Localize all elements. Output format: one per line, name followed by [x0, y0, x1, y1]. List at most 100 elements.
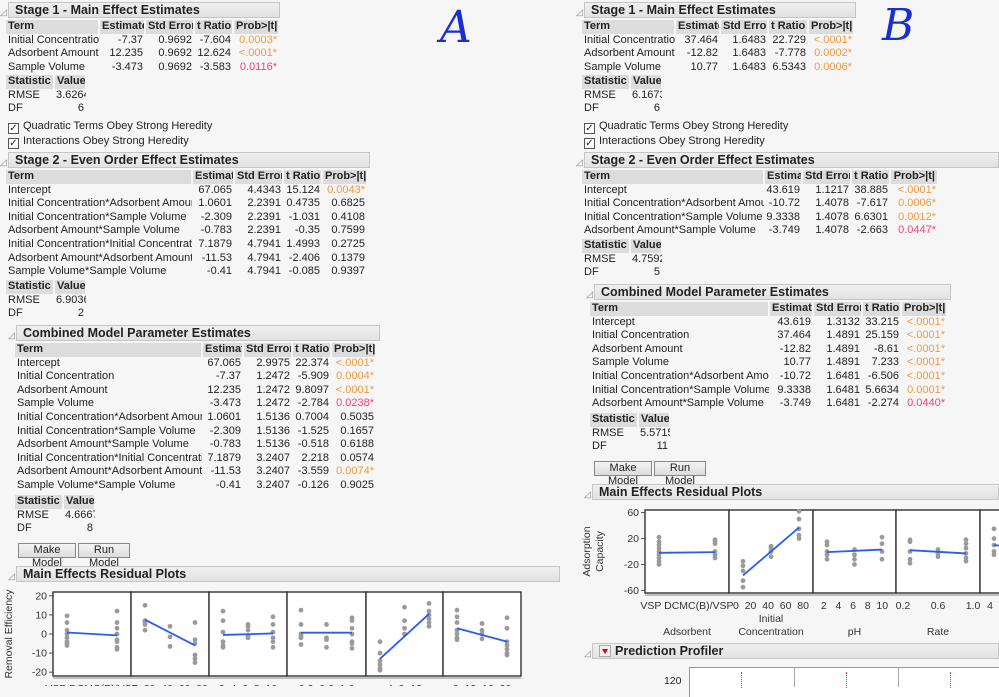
residual-point — [479, 627, 485, 633]
column-header[interactable]: Prob>|t| — [890, 170, 939, 184]
combined-header-right[interactable]: ◿ Combined Model Parameter Estimates — [586, 284, 951, 300]
column-header[interactable]: t Ratio — [862, 302, 902, 316]
stage1-header-right[interactable]: ◿ Stage 1 - Main Effect Estimates — [576, 2, 856, 18]
table-cell: -0.41 — [215, 478, 241, 491]
column-header[interactable]: Term — [582, 170, 765, 184]
disclosure-triangle-icon[interactable]: ◿ — [576, 157, 583, 167]
column-header[interactable]: Prob>|t| — [808, 20, 855, 34]
residual-point — [796, 516, 802, 522]
column-header[interactable]: Std Error — [813, 302, 863, 316]
disclosure-triangle-icon[interactable]: ◿ — [584, 489, 591, 499]
checkmark-icon[interactable]: ✓ — [584, 138, 595, 149]
combined-header-left[interactable]: ◿ Combined Model Parameter Estimates — [8, 325, 380, 341]
table-cell: 1.4078 — [815, 224, 849, 237]
column-header[interactable]: Term — [582, 20, 676, 34]
interactions-heredity-checkbox[interactable]: ✓ Interactions Obey Strong Heredity — [584, 135, 765, 149]
residual-point — [245, 627, 251, 633]
column-header[interactable]: Estimate — [764, 170, 803, 184]
disclosure-triangle-icon[interactable]: ◿ — [586, 289, 593, 299]
table-cell: 0.9692 — [158, 60, 192, 73]
stage2-header-left[interactable]: ◿ Stage 2 - Even Order Effect Estimates — [0, 152, 370, 168]
column-header[interactable]: Std Error — [720, 20, 769, 34]
column-header[interactable]: Estimate — [769, 302, 814, 316]
residual-point — [504, 646, 510, 652]
residual-point — [270, 644, 276, 650]
table-cell: Initial Concentration — [592, 329, 690, 342]
p-value: <.0001* — [335, 383, 374, 396]
stat-value: 8 — [86, 522, 93, 535]
checkmark-icon[interactable]: ✓ — [8, 123, 19, 134]
make-model-button[interactable]: Make Model — [594, 461, 652, 487]
disclosure-triangle-icon[interactable]: ◿ — [0, 7, 7, 17]
column-header[interactable]: t Ratio — [283, 170, 323, 184]
checkmark-icon[interactable]: ✓ — [8, 138, 19, 149]
column-header[interactable]: t Ratio — [768, 20, 809, 34]
residual-point — [402, 625, 407, 631]
quadratic-heredity-checkbox[interactable]: ✓ Quadratic Terms Obey Strong Heredity — [8, 120, 212, 134]
run-model-button[interactable]: Run Model — [654, 461, 706, 487]
stage1-header-left[interactable]: ◿ Stage 1 - Main Effect Estimates — [0, 2, 280, 18]
column-header[interactable]: Prob>|t| — [901, 302, 948, 316]
table-cell: 1.4078 — [815, 197, 849, 210]
column-header[interactable]: t Ratio — [194, 20, 234, 34]
column-header[interactable]: Prob>|t| — [331, 343, 377, 357]
column-header[interactable]: Std Error — [802, 170, 852, 184]
column-header[interactable]: Term — [6, 170, 193, 184]
p-value: 0.0574 — [340, 451, 374, 464]
column-header[interactable]: Estimate — [192, 170, 235, 184]
red-menu-triangle-icon[interactable] — [599, 645, 611, 657]
column-header[interactable]: t Ratio — [292, 343, 332, 357]
table-cell: 12.235 — [109, 47, 143, 60]
residual-plots-header-right[interactable]: ◿ Main Effects Residual Plots — [584, 484, 999, 500]
x-axis-title: pH — [848, 626, 861, 638]
residual-point — [454, 614, 460, 620]
table-cell: 38.885 — [854, 183, 888, 196]
table-cell: -3.749 — [768, 224, 800, 237]
table-cell: Initial Concentration*Initial Concentrat… — [17, 451, 202, 464]
disclosure-triangle-icon[interactable]: ◿ — [576, 7, 583, 17]
prediction-profiler-header[interactable]: ◿ Prediction Profiler — [584, 643, 999, 659]
table-cell: Sample Volume — [584, 60, 662, 73]
disclosure-triangle-icon[interactable]: ◿ — [8, 571, 15, 581]
column-header[interactable]: Std Error — [243, 343, 293, 357]
disclosure-triangle-icon[interactable]: ◿ — [8, 330, 15, 340]
checkbox-label: Interactions Obey Strong Heredity — [599, 135, 765, 147]
p-value: <.0001* — [335, 356, 374, 369]
residual-plots-header-left[interactable]: ◿ Main Effects Residual Plots — [8, 566, 560, 582]
disclosure-triangle-icon[interactable]: ◿ — [584, 648, 591, 658]
column-header[interactable]: Estimate — [675, 20, 721, 34]
column-header[interactable]: Estimate — [202, 343, 244, 357]
column-header[interactable]: Term — [590, 302, 770, 316]
column-header[interactable]: Term — [15, 343, 203, 357]
residual-point — [712, 541, 718, 547]
stat-header-row: Statistic Value — [582, 239, 663, 253]
make-model-button[interactable]: Make Model — [18, 543, 76, 569]
p-value: 0.6825 — [331, 197, 365, 210]
interactions-heredity-checkbox[interactable]: ✓ Interactions Obey Strong Heredity — [8, 135, 189, 149]
run-model-button[interactable]: Run Model — [78, 543, 130, 569]
column-header[interactable]: t Ratio — [851, 170, 891, 184]
checkbox-label: Quadratic Terms Obey Strong Heredity — [23, 120, 213, 132]
column-header[interactable]: Term — [6, 20, 100, 34]
column-header[interactable]: Prob>|t| — [233, 20, 280, 34]
column-header[interactable]: Std Error — [145, 20, 195, 34]
table-cell: 1.6483 — [732, 47, 766, 60]
column-header[interactable]: Std Error — [234, 170, 284, 184]
table-cell: 1.5136 — [256, 424, 290, 437]
quadratic-heredity-checkbox[interactable]: ✓ Quadratic Terms Obey Strong Heredity — [584, 120, 788, 134]
residual-point — [220, 644, 226, 650]
table-cell: 12.624 — [197, 47, 231, 60]
stage2-header-right[interactable]: ◿ Stage 2 - Even Order Effect Estimates — [576, 152, 999, 168]
disclosure-triangle-icon[interactable]: ◿ — [0, 157, 7, 167]
table-cell: 1.6481 — [826, 383, 860, 396]
table-cell: 1.3132 — [826, 315, 860, 328]
column-header[interactable]: Estimate — [99, 20, 146, 34]
table-cell: Initial Concentration*Adsorbent Amount — [8, 197, 192, 210]
table-cell: 67.065 — [207, 356, 241, 369]
column-header[interactable]: Prob>|t| — [322, 170, 368, 184]
table-row: Adsorbent Amount -12.82 1.4891 -8.61 <.0001* — [590, 343, 947, 357]
checkmark-icon[interactable]: ✓ — [584, 123, 595, 134]
table-cell: 7.1879 — [207, 451, 241, 464]
